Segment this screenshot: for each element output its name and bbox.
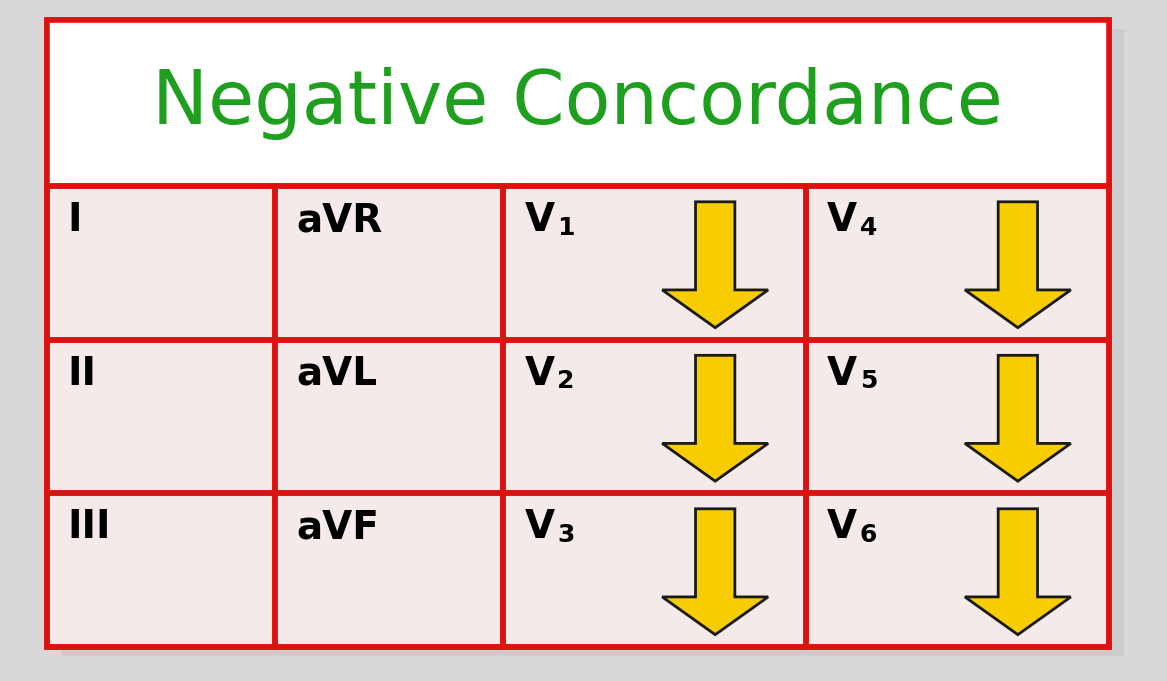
- Text: aVF: aVF: [296, 509, 379, 546]
- Bar: [806, 340, 1109, 494]
- Text: 6: 6: [860, 523, 878, 547]
- FancyArrow shape: [965, 202, 1071, 328]
- FancyArrow shape: [965, 509, 1071, 635]
- Text: 1: 1: [557, 216, 574, 240]
- Bar: [503, 187, 806, 340]
- Text: V: V: [827, 202, 857, 240]
- FancyArrow shape: [662, 355, 768, 481]
- Bar: [275, 340, 503, 494]
- Bar: [503, 494, 806, 647]
- Text: V: V: [524, 202, 554, 240]
- Bar: [275, 187, 503, 340]
- Bar: [503, 340, 806, 494]
- Text: V: V: [524, 509, 554, 546]
- Text: 4: 4: [860, 216, 878, 240]
- Text: 2: 2: [557, 369, 574, 393]
- Bar: [47, 20, 1109, 187]
- Text: II: II: [68, 355, 97, 393]
- Text: V: V: [524, 355, 554, 393]
- Bar: [806, 187, 1109, 340]
- Bar: [806, 494, 1109, 647]
- FancyArrow shape: [965, 355, 1071, 481]
- Text: I: I: [68, 202, 82, 240]
- Text: 3: 3: [557, 523, 574, 547]
- Bar: [47, 187, 275, 340]
- Bar: [47, 340, 275, 494]
- Text: aVL: aVL: [296, 355, 377, 393]
- Text: V: V: [827, 355, 857, 393]
- Text: III: III: [68, 509, 111, 546]
- Bar: [47, 494, 275, 647]
- Text: Negative Concordance: Negative Concordance: [152, 67, 1004, 140]
- Text: V: V: [827, 509, 857, 546]
- FancyArrow shape: [662, 509, 768, 635]
- Bar: [275, 494, 503, 647]
- Text: aVR: aVR: [296, 202, 383, 240]
- FancyArrow shape: [662, 202, 768, 328]
- Text: 5: 5: [860, 369, 878, 393]
